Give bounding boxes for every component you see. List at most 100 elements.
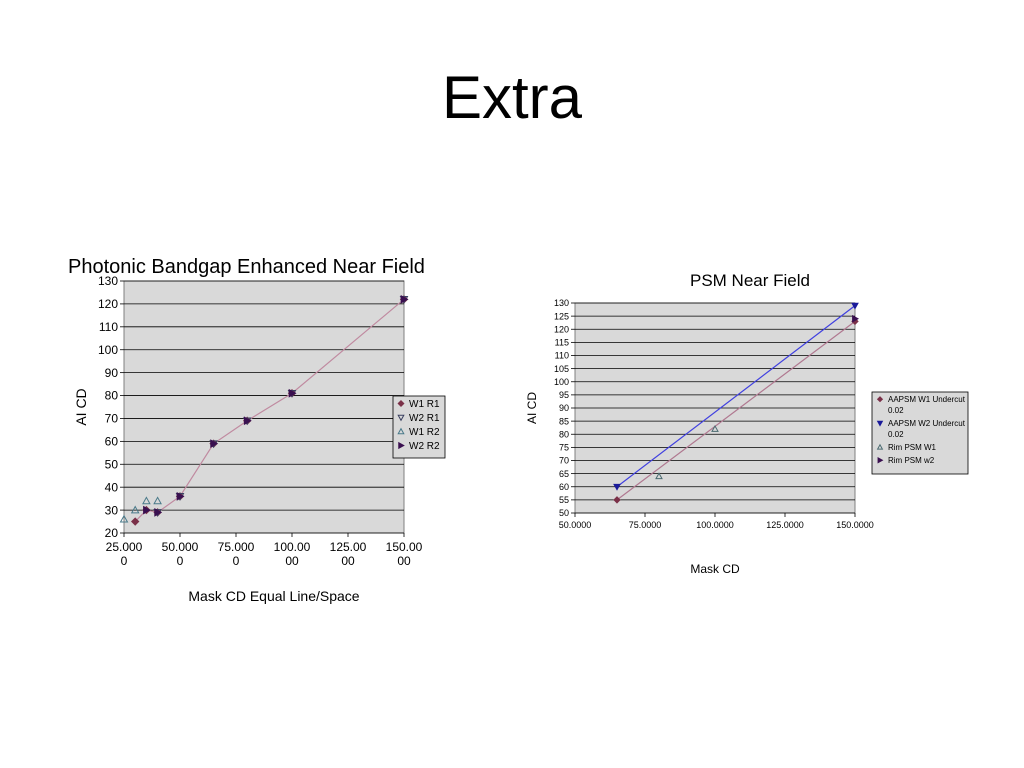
x-tick-label: 150.00	[386, 540, 423, 554]
x-tick-label: 75.000	[218, 540, 255, 554]
x-tick-label-line2: 00	[341, 554, 355, 568]
y-tick-label: 130	[554, 298, 569, 308]
y-tick-label: 100	[554, 377, 569, 387]
legend: W1 R1 W2 R1 W1 R2 W2 R2	[392, 395, 446, 459]
chart-title: Photonic Bandgap Enhanced Near Field	[68, 256, 425, 278]
legend-label: W1 R1	[409, 399, 440, 410]
series-4	[852, 314, 860, 323]
data-point	[288, 388, 297, 398]
data-point	[210, 439, 219, 449]
legend-box	[871, 391, 969, 475]
y-tick-label: 80	[105, 389, 119, 403]
legend-label: Rim PSM w2	[888, 456, 935, 465]
y-tick-label: 50	[559, 508, 569, 518]
x-tick-label: 125.0000	[766, 520, 804, 530]
data-point	[711, 424, 719, 432]
data-point	[153, 496, 162, 505]
y-tick-label: 60	[105, 435, 119, 449]
plot-area	[123, 280, 405, 534]
x-tick-label: 100.0000	[696, 520, 734, 530]
y-tick-label: 75	[559, 443, 569, 453]
legend-marker	[876, 420, 884, 427]
legend-label: Rim PSM W1	[888, 443, 937, 452]
y-tick-label: 90	[105, 366, 119, 380]
data-point	[130, 505, 140, 514]
legend-marker	[398, 441, 405, 450]
series-3	[119, 496, 162, 523]
slide-title: Extra	[441, 64, 583, 131]
series-2	[613, 302, 859, 491]
y-tick-label: 110	[99, 320, 118, 334]
legend: AAPSM W1 Undercut 0.02 AAPSM W2 Undercut 0.…	[871, 391, 969, 475]
legend-label: W2 R1	[409, 413, 440, 424]
y-tick-label: 20	[105, 526, 119, 540]
y-tick-label: 115	[555, 338, 569, 348]
x-tick-label: 150.0000	[836, 520, 874, 530]
data-point	[176, 491, 185, 501]
y-tick-label: 120	[554, 324, 569, 334]
y-tick-label: 65	[559, 469, 569, 479]
y-tick-label: 105	[554, 364, 569, 374]
y-tick-label: 110	[555, 351, 569, 361]
data-point	[243, 416, 252, 426]
y-axis-label: AI CD	[73, 388, 89, 425]
data-point	[400, 294, 409, 304]
x-axis-label: Mask CD	[690, 562, 740, 576]
y-tick-label: 55	[559, 495, 569, 505]
y-tick-label: 100	[98, 343, 118, 357]
data-point	[613, 496, 621, 504]
x-tick-label: 75.0000	[629, 520, 662, 530]
data-point	[613, 483, 621, 491]
photonic-bandgap-chart: Photonic Bandgap Enhanced Near Field 20 30…	[68, 256, 446, 604]
data-point	[154, 508, 163, 517]
y-tick-label: 40	[105, 480, 119, 494]
legend-label: 0.02	[888, 430, 904, 439]
series-3	[655, 424, 719, 480]
x-axis-label: Mask CD Equal Line/Space	[188, 588, 359, 604]
legend-marker	[876, 396, 884, 403]
legend-label: AAPSM W1 Undercut	[888, 395, 966, 404]
series-line	[616, 305, 856, 488]
x-tick-label: 125.00	[330, 540, 367, 554]
y-tick-label: 60	[559, 482, 569, 492]
legend-marker	[397, 414, 405, 422]
data-point	[655, 472, 663, 480]
data-point	[119, 514, 129, 523]
y-tick-label: 120	[98, 297, 118, 311]
data-point	[130, 517, 140, 526]
data-point	[143, 505, 151, 515]
x-tick-label-line2: 00	[397, 554, 411, 568]
legend-label: 0.02	[888, 406, 904, 415]
series-line	[616, 320, 856, 501]
x-tick-label-line2: 0	[233, 554, 240, 568]
y-tick-label: 85	[559, 416, 569, 426]
x-tick-label-line2: 00	[285, 554, 299, 568]
y-tick-label: 30	[105, 503, 119, 517]
legend-label: W2 R2	[409, 441, 440, 452]
legend-marker	[876, 443, 884, 450]
legend-label: W1 R2	[409, 427, 440, 438]
x-tick-label-line2: 0	[177, 554, 184, 568]
data-point	[851, 302, 859, 310]
legend-marker	[397, 399, 405, 408]
x-tick-label: 50.000	[162, 540, 199, 554]
x-tick-label: 100.00	[274, 540, 311, 554]
legend-marker	[877, 456, 884, 464]
y-tick-label: 70	[105, 412, 119, 426]
y-tick-label: 130	[98, 274, 118, 288]
y-tick-label: 95	[559, 390, 569, 400]
y-tick-label: 125	[554, 311, 569, 321]
series-4	[143, 294, 409, 517]
x-tick-label: 50.0000	[559, 520, 592, 530]
y-axis-label: AI CD	[525, 392, 539, 424]
x-tick-label-line2: 0	[121, 554, 128, 568]
psm-near-field-chart: PSM Near Field 50 55 60 65 70 75 80 85 90 95 100 105…	[525, 271, 969, 576]
legend-label: AAPSM W2 Undercut	[888, 419, 966, 428]
x-tick-label: 25.000	[106, 540, 143, 554]
y-tick-label: 80	[559, 429, 569, 439]
legend-marker	[397, 427, 405, 435]
y-tick-label: 70	[559, 456, 569, 466]
data-point	[142, 496, 151, 505]
y-tick-label: 90	[559, 403, 569, 413]
data-point	[852, 314, 860, 323]
